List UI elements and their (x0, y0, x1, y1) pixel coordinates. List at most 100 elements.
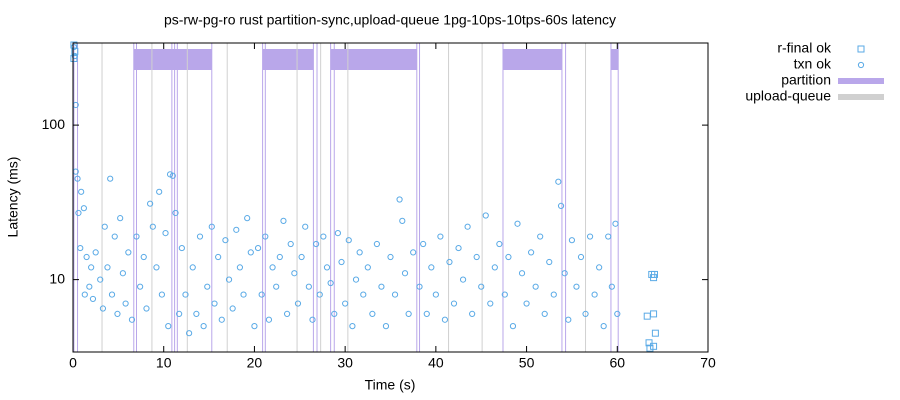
point (387, 253, 394, 261)
point (568, 237, 576, 244)
point (119, 270, 126, 277)
point (487, 300, 494, 307)
point (320, 233, 327, 240)
point (327, 279, 334, 287)
point (108, 291, 116, 298)
point (582, 310, 589, 317)
point (496, 240, 503, 248)
point (591, 291, 598, 298)
point (262, 233, 269, 240)
point (577, 253, 585, 261)
point (391, 291, 399, 298)
point (162, 230, 169, 237)
legend-marker (857, 45, 865, 53)
point (518, 270, 526, 277)
point (88, 264, 95, 271)
x-axis-label: Time (s) (365, 377, 416, 393)
point (464, 223, 471, 230)
point (233, 226, 240, 233)
point (401, 270, 409, 277)
point (276, 253, 283, 261)
point (605, 233, 612, 240)
point (305, 283, 312, 290)
point (378, 283, 385, 290)
point (646, 344, 654, 352)
point (541, 310, 548, 317)
x-tick-label: 30 (337, 355, 353, 371)
y-tick-label: 100 (42, 116, 66, 132)
point (92, 249, 99, 256)
point (182, 291, 189, 298)
point (523, 300, 530, 307)
point (373, 240, 380, 248)
point (645, 339, 653, 347)
points (70, 41, 659, 352)
point (133, 233, 140, 240)
point (450, 300, 458, 307)
point (650, 310, 658, 318)
event-lines (73, 43, 619, 352)
point (369, 310, 376, 317)
point (165, 323, 172, 330)
point (446, 258, 453, 266)
point (125, 249, 132, 256)
point (196, 233, 204, 240)
point (101, 223, 108, 230)
x-tick-label: 40 (428, 355, 444, 371)
point (313, 240, 320, 248)
point (473, 253, 480, 261)
point (651, 329, 659, 337)
legend-marker (857, 61, 865, 69)
point (74, 175, 81, 182)
point (77, 244, 84, 252)
point (356, 249, 363, 256)
point (122, 300, 129, 307)
point (178, 244, 185, 252)
point (514, 220, 521, 227)
point (149, 223, 156, 230)
legend-label: upload-queue (745, 88, 831, 104)
point (269, 264, 276, 271)
point (204, 283, 211, 290)
point (478, 283, 485, 290)
point (137, 283, 144, 290)
point (573, 283, 580, 290)
point (89, 295, 97, 303)
point (334, 230, 341, 237)
point (80, 205, 87, 212)
point (416, 283, 423, 290)
point (469, 310, 476, 317)
point (143, 305, 150, 312)
point (349, 323, 356, 330)
point (70, 54, 78, 62)
point (643, 312, 651, 320)
x-tick-label: 60 (609, 355, 625, 371)
point (491, 264, 498, 271)
point (200, 323, 207, 330)
legend-label: txn ok (794, 56, 832, 72)
point (251, 323, 258, 330)
point (596, 264, 603, 271)
point (437, 233, 444, 240)
point (117, 215, 124, 222)
point (78, 188, 85, 195)
point (555, 178, 562, 185)
point (156, 188, 163, 195)
x-tick-label: 10 (156, 355, 172, 371)
point (111, 233, 118, 240)
interval-bar (262, 49, 314, 70)
point (172, 209, 179, 217)
point (441, 316, 449, 323)
point (459, 276, 467, 283)
point (364, 264, 371, 271)
interval-bar (610, 49, 619, 70)
point (342, 300, 349, 307)
point (222, 237, 229, 244)
point (225, 276, 233, 283)
point (128, 316, 136, 323)
point (650, 342, 658, 350)
point (360, 291, 367, 298)
point (83, 253, 90, 261)
point (273, 283, 280, 290)
